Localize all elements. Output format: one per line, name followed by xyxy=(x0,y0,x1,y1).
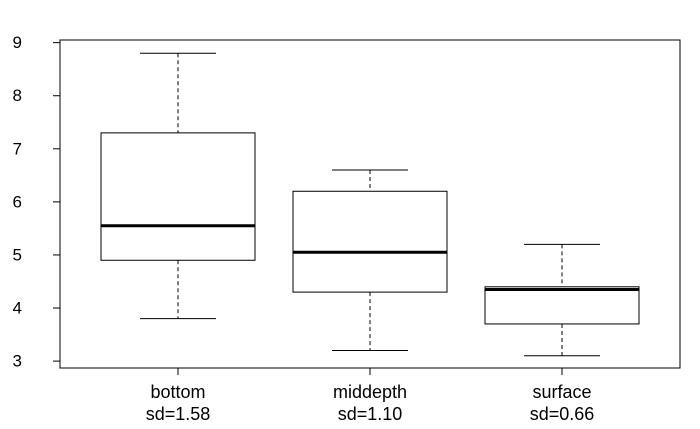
x-category-label: bottom xyxy=(150,382,205,402)
y-tick-label: 8 xyxy=(13,86,22,105)
box-middepth xyxy=(292,169,448,351)
x-sd-label: sd=0.66 xyxy=(530,404,595,424)
box-series xyxy=(100,52,640,357)
y-tick-label: 5 xyxy=(13,245,22,264)
y-tick-label: 9 xyxy=(13,33,22,52)
box-surface xyxy=(484,243,640,357)
y-axis: 3 4 5 6 7 8 9 xyxy=(13,33,60,371)
x-category-label: surface xyxy=(532,382,591,402)
iqr-box xyxy=(484,286,640,325)
y-tick-label: 3 xyxy=(13,352,22,371)
y-tick-label: 6 xyxy=(13,192,22,211)
x-category-label: middepth xyxy=(333,382,407,402)
x-sd-label: sd=1.58 xyxy=(146,404,211,424)
x-sd-label: sd=1.10 xyxy=(338,404,403,424)
y-tick-label: 4 xyxy=(13,299,22,318)
iqr-box xyxy=(100,132,256,261)
iqr-box xyxy=(292,190,448,293)
y-tick-label: 7 xyxy=(13,139,22,158)
box-bottom xyxy=(100,52,256,320)
